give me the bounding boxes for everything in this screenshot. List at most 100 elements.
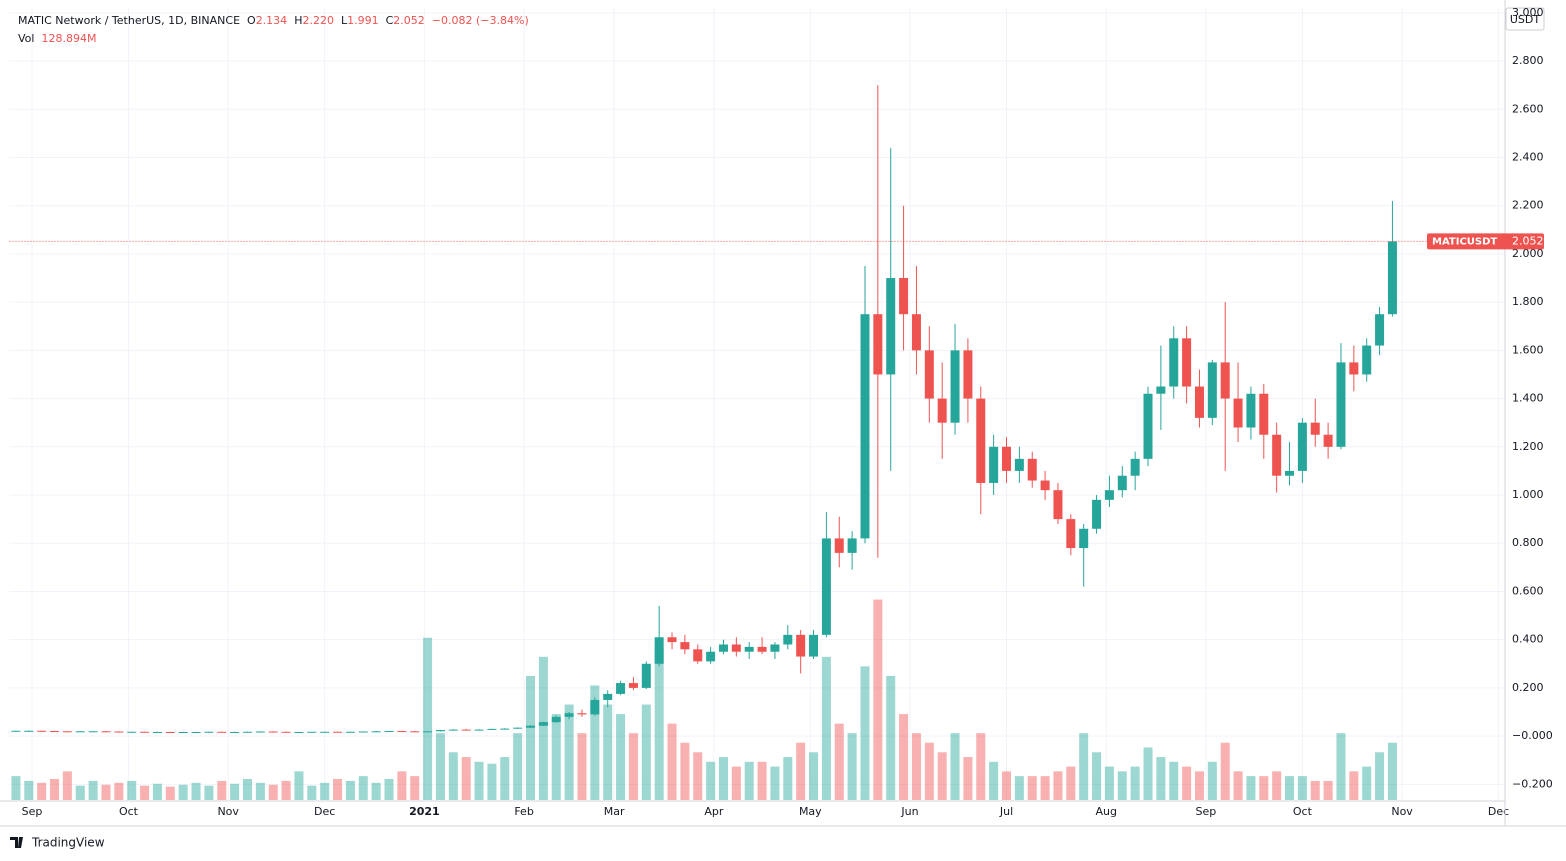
volume-bar — [230, 783, 240, 800]
candle-body — [191, 732, 201, 734]
volume-bar — [140, 785, 150, 800]
volume-bar — [88, 780, 98, 800]
close: 2.052 — [393, 14, 425, 27]
candle-body — [1246, 393, 1256, 428]
volume-bar — [1156, 757, 1166, 800]
volume-bar — [474, 761, 484, 800]
vol-label: Vol — [18, 32, 35, 45]
volume-bar — [127, 780, 137, 800]
candle-body — [1323, 434, 1333, 447]
candle-body — [783, 634, 793, 645]
candle-body — [1014, 458, 1024, 471]
y-tick-label: 1.800 — [1512, 295, 1544, 308]
candle-body — [886, 278, 896, 375]
candle-body — [62, 731, 72, 733]
volume-bar — [654, 647, 664, 800]
volume-bar — [1285, 776, 1295, 800]
volume-bar — [217, 780, 227, 800]
candle-body — [1375, 314, 1385, 346]
y-tick-label: 0.400 — [1512, 633, 1544, 646]
volume-bar — [500, 757, 510, 800]
candle-body — [821, 538, 831, 635]
candle-body — [796, 634, 806, 657]
candle-body — [1259, 393, 1269, 435]
volume-bar — [1323, 780, 1333, 800]
candle-body — [1066, 519, 1076, 549]
candle-body — [551, 716, 561, 723]
candle-body — [242, 731, 252, 733]
volume-bar — [307, 785, 317, 800]
volume-bar — [461, 757, 471, 800]
x-tick-label: Sep — [22, 805, 43, 818]
candle-body — [294, 732, 304, 734]
volume-bar — [770, 766, 780, 800]
volume-bar — [603, 704, 613, 800]
volume-bar — [847, 733, 857, 800]
volume-bar — [281, 780, 291, 800]
volume-bar — [821, 656, 831, 800]
candle-body — [1104, 490, 1114, 500]
vol-row: Vol 128.894M — [18, 30, 529, 48]
candle-body — [320, 731, 330, 733]
volume-bar — [590, 685, 600, 800]
candle-body — [1169, 338, 1179, 387]
candle-body — [1117, 475, 1127, 491]
branding: TradingView — [31, 836, 105, 850]
candle-body — [924, 350, 934, 399]
price-tag-label: MATICUSDT — [1432, 236, 1497, 247]
candle-body — [165, 732, 175, 734]
y-tick-label: 1.000 — [1512, 488, 1544, 501]
volume-bar — [526, 675, 536, 800]
y-tick-label: 0.800 — [1512, 536, 1544, 549]
candle-body — [88, 731, 98, 733]
candle-body — [911, 314, 921, 351]
volume-bar — [1040, 776, 1050, 800]
volume-bar — [1272, 771, 1282, 800]
candle-body — [487, 728, 497, 730]
candle-body — [268, 731, 278, 733]
logo — [10, 837, 23, 848]
volume-bar — [1130, 766, 1140, 800]
volume-bar — [1336, 733, 1346, 800]
candle-body — [127, 731, 137, 733]
volume-bar — [834, 723, 844, 800]
volume-bar — [950, 733, 960, 800]
volume-bar — [165, 786, 175, 800]
candle-body — [1336, 362, 1346, 447]
candle-body — [937, 398, 947, 423]
volume-bar — [937, 752, 947, 800]
volume-bar — [616, 714, 626, 800]
candle-body — [680, 642, 690, 650]
volume-bar — [1246, 776, 1256, 800]
x-tick-label: Dec — [314, 805, 335, 818]
candle-body — [1362, 345, 1372, 375]
candle-body — [873, 314, 883, 375]
candle-body — [809, 634, 819, 657]
x-tick-label: Nov — [217, 805, 239, 818]
x-tick-label: Apr — [704, 805, 724, 818]
candle-body — [628, 683, 638, 688]
volume-bar — [1207, 761, 1217, 800]
volume-bar — [744, 761, 754, 800]
y-tick-label: 2.200 — [1512, 199, 1544, 212]
candle-body — [384, 731, 394, 733]
volume-bar — [1362, 766, 1372, 800]
candle-body — [989, 446, 999, 483]
candle-body — [358, 731, 368, 733]
volume-bar — [860, 666, 870, 800]
candle-body — [204, 731, 214, 733]
candle-body — [834, 538, 844, 553]
volume-bar — [577, 733, 587, 800]
candle-body — [513, 727, 523, 729]
volume-bar — [1079, 733, 1089, 800]
volume-bar — [538, 656, 548, 800]
y-tick-label: 0.600 — [1512, 584, 1544, 597]
volume-bar — [487, 763, 497, 800]
volume-bar — [114, 782, 124, 800]
volume-bar — [435, 733, 445, 800]
price-tag-value: 2.052 — [1512, 234, 1544, 247]
x-tick-label: Feb — [514, 805, 533, 818]
x-tick-label: Nov — [1391, 805, 1413, 818]
volume-bar — [899, 714, 909, 800]
